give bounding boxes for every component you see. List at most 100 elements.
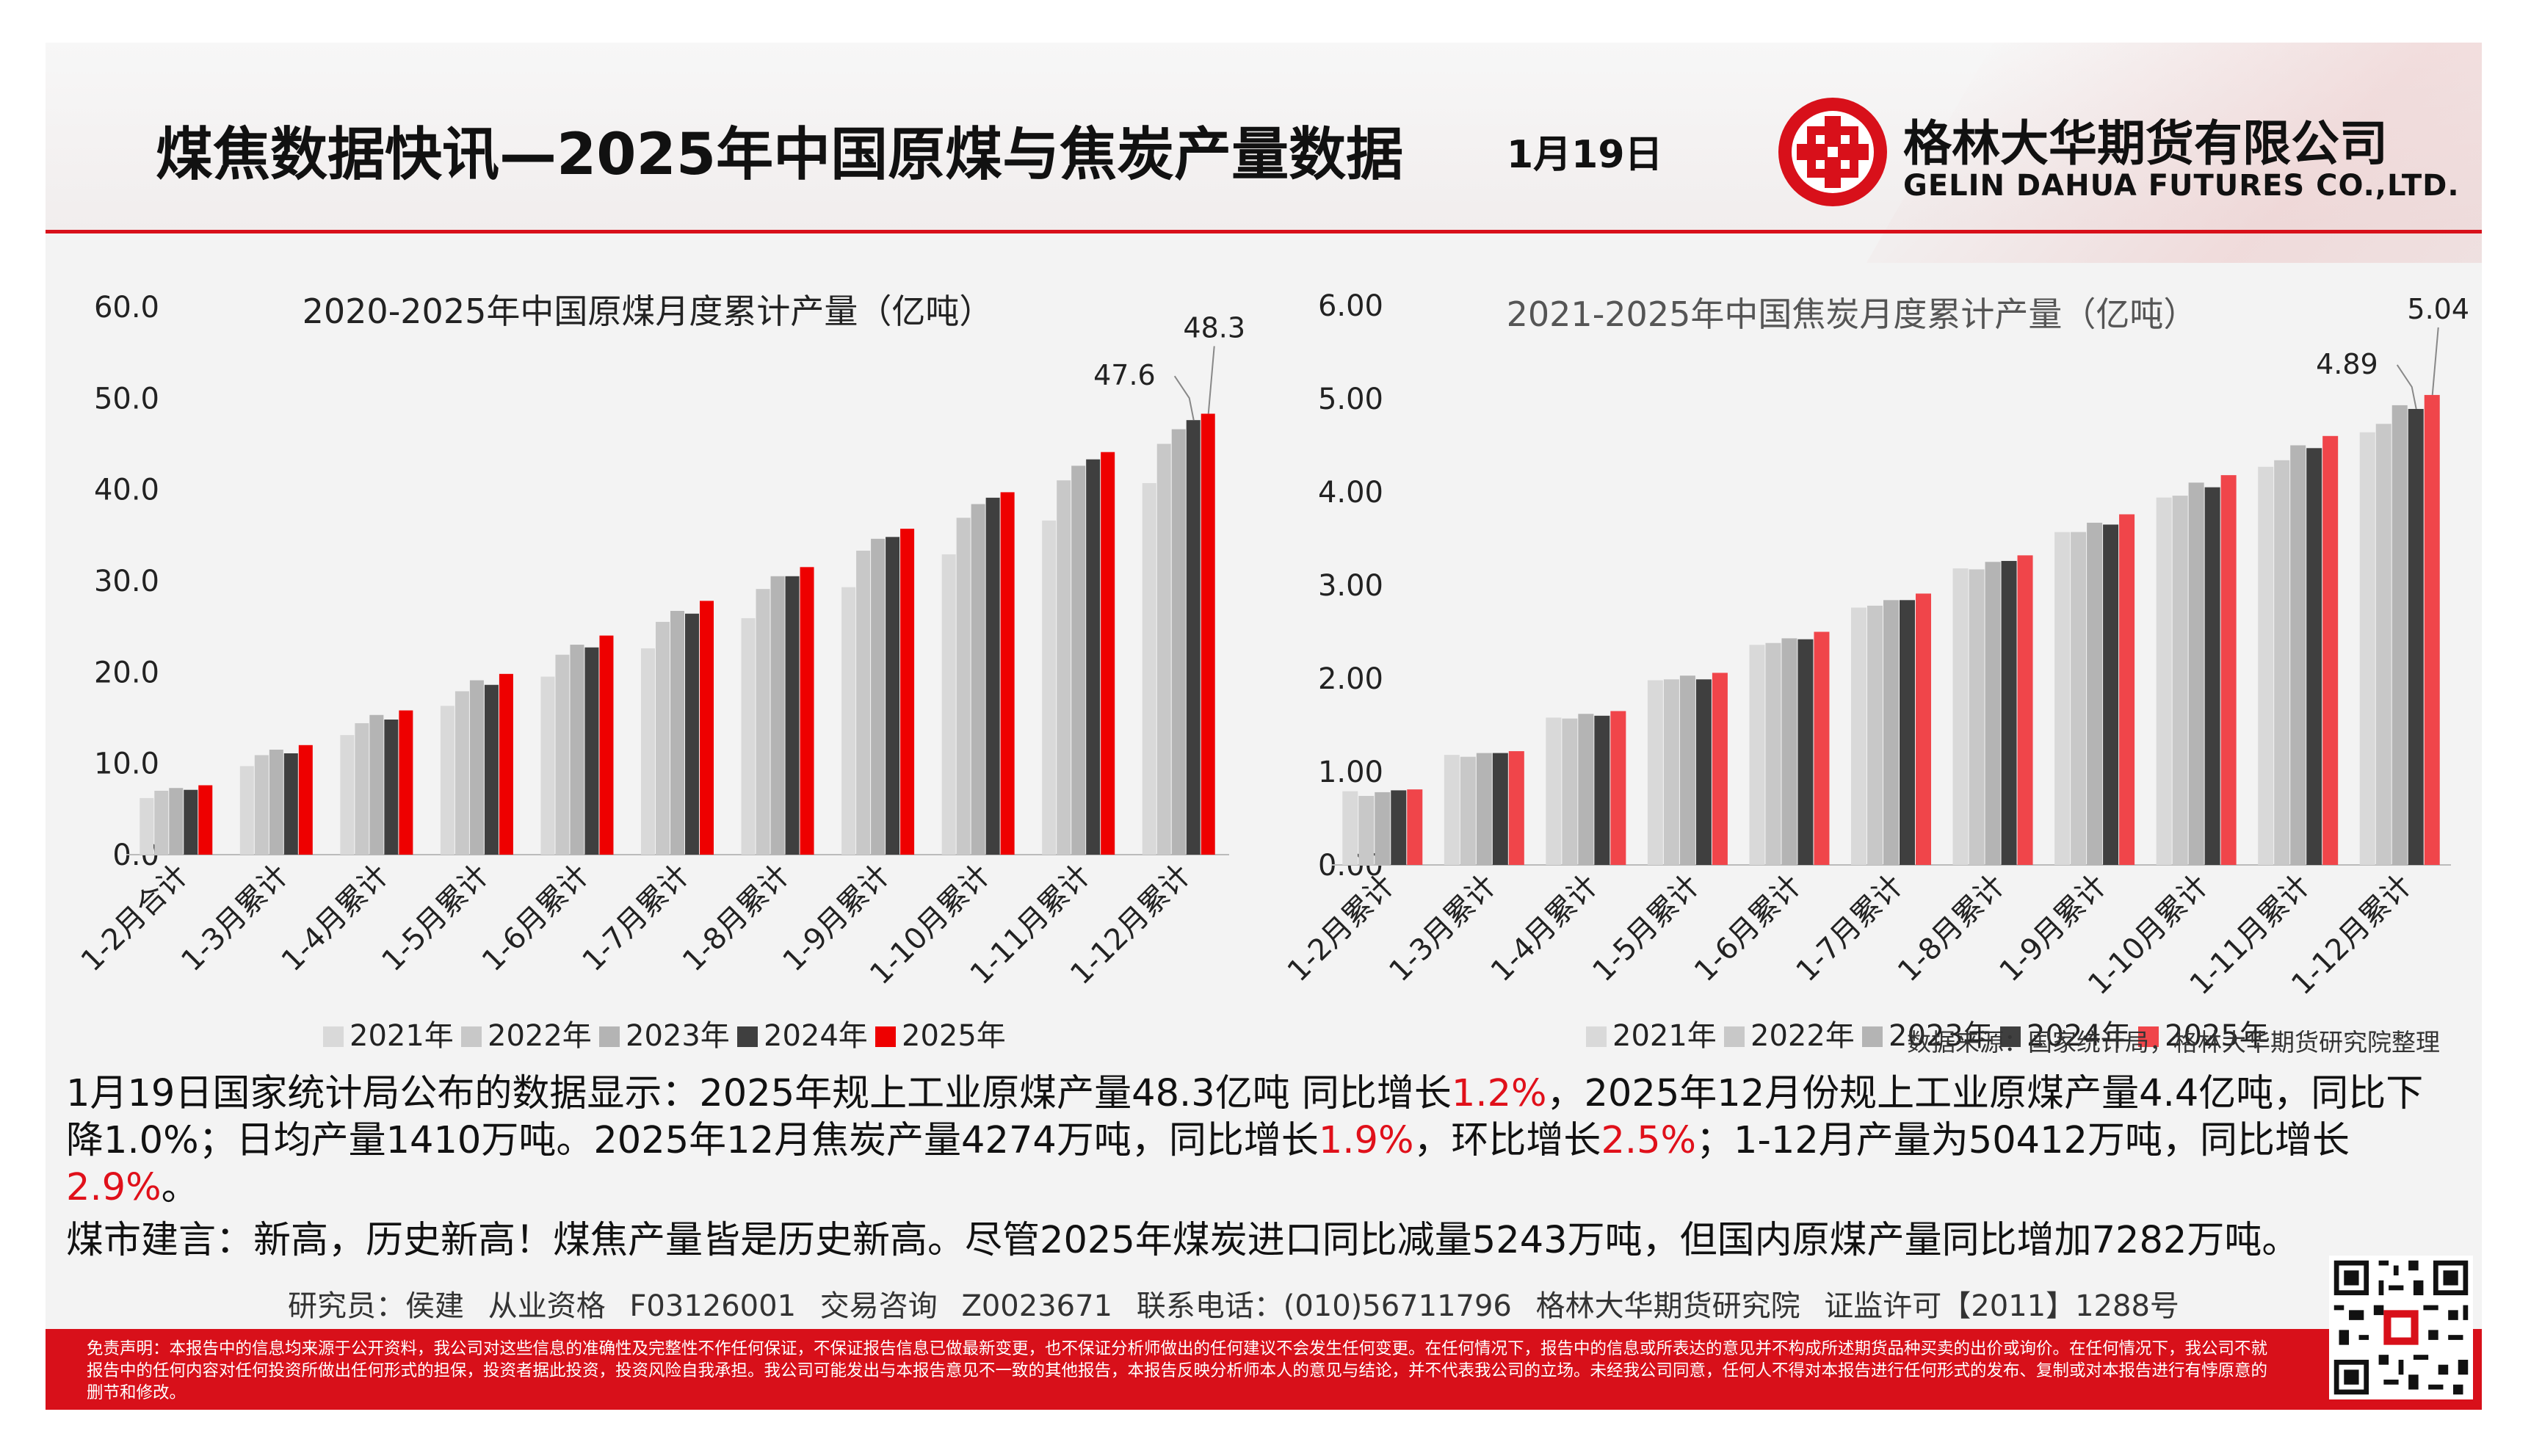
report-date: 1月19日 [1507, 133, 1663, 177]
x-tick-label: 1-4月累计 [1485, 869, 1605, 989]
bar-2025年 [298, 745, 313, 855]
bar-2025年 [1000, 492, 1015, 855]
bar-2025年 [2220, 475, 2237, 865]
legend-swatch [599, 1026, 620, 1047]
bar-2025年 [2424, 394, 2440, 865]
bar-2023年 [169, 788, 184, 855]
bar-2022年 [1460, 756, 1476, 865]
legend-label: 2024年 [2027, 1019, 2131, 1053]
bar-2023年 [1375, 792, 1391, 865]
y-tick-label: 20.0 [94, 656, 159, 689]
bar-2024年 [1594, 715, 1610, 865]
coke-yoy-rate: 1.9% [1318, 1119, 1414, 1162]
bar-2022年 [1765, 642, 1781, 865]
bar-2024年 [1492, 753, 1508, 865]
bar-2021年 [2359, 432, 2375, 865]
bar-2025年 [1508, 751, 1524, 865]
qr-code-icon [2329, 1256, 2473, 1399]
bar-2021年 [1444, 755, 1460, 865]
bar-2023年 [1679, 676, 1695, 865]
y-tick-label: 40.0 [94, 474, 159, 507]
x-tick-label: 1-8月累计 [676, 858, 797, 979]
legend-swatch [2138, 1026, 2159, 1047]
bar-2021年 [641, 648, 655, 855]
y-tick-label: 1.00 [1318, 756, 1383, 789]
summary-text-1: 1月19日国家统计局公布的数据显示：2025年规上工业原煤产量48.3亿吨 同比… [66, 1072, 1452, 1115]
bar-2023年 [2290, 445, 2306, 865]
y-tick-label: 10.0 [94, 747, 159, 781]
bar-2021年 [741, 617, 756, 855]
bar-2023年 [1171, 429, 1186, 855]
data-label: 48.3 [1183, 311, 1245, 344]
legend-label: 2021年 [1612, 1019, 1717, 1053]
bar-2021年 [1749, 645, 1765, 865]
legend-label: 2025年 [902, 1019, 1006, 1053]
bar-2023年 [2087, 522, 2103, 865]
bar-2025年 [1712, 673, 1728, 865]
bar-2021年 [1142, 482, 1156, 855]
bar-2021年 [340, 735, 355, 855]
data-label-leader [2396, 364, 2417, 410]
data-label-leader [1207, 346, 1215, 414]
bar-2022年 [154, 790, 169, 855]
data-label-leader [1173, 375, 1195, 421]
bar-2024年 [985, 497, 1000, 855]
legend-label: 2022年 [1750, 1019, 1855, 1053]
bar-2022年 [1156, 443, 1171, 855]
bar-2021年 [140, 797, 154, 855]
y-tick-label: 50.0 [94, 382, 159, 416]
bar-2022年 [656, 621, 670, 855]
bar-2023年 [1071, 466, 1086, 855]
bar-2023年 [1578, 714, 1594, 865]
legend-label: 2023年 [1889, 1019, 1993, 1053]
bar-2022年 [956, 518, 971, 855]
bar-2025年 [900, 529, 915, 855]
bar-2024年 [886, 537, 900, 855]
bar-2022年 [254, 755, 269, 855]
bar-2022年 [2071, 532, 2087, 865]
bar-2024年 [1086, 459, 1101, 855]
bar-2024年 [2204, 487, 2220, 865]
bar-2025年 [198, 785, 213, 855]
bar-2025年 [2119, 514, 2135, 865]
company-name-cn: 格林大华期货有限公司 [1903, 115, 2388, 172]
bar-2025年 [599, 635, 614, 855]
bar-2021年 [1647, 680, 1663, 865]
x-tick-label: 1-3月累计 [175, 858, 295, 979]
bar-2025年 [1407, 789, 1423, 865]
bar-2025年 [1201, 413, 1215, 855]
bar-2021年 [540, 676, 555, 855]
bar-2023年 [2188, 482, 2204, 865]
bar-2023年 [971, 504, 985, 855]
bar-2023年 [1985, 562, 2001, 865]
legend-label: 2025年 [2165, 1019, 2269, 1053]
bar-2022年 [1057, 480, 1071, 855]
legend-swatch [1862, 1026, 1883, 1047]
bar-2024年 [584, 647, 599, 855]
bar-2025年 [800, 567, 814, 855]
summary-text-5: 。 [161, 1166, 199, 1209]
bar-2022年 [1867, 605, 1883, 865]
x-tick-label: 1-7月累计 [576, 858, 696, 979]
x-tick-label: 1-6月累计 [476, 858, 596, 979]
bar-2022年 [856, 550, 871, 855]
bar-2021年 [1042, 520, 1057, 855]
header-divider [46, 230, 2482, 233]
legend-swatch [461, 1026, 482, 1047]
bar-2021年 [941, 554, 956, 855]
company-name-en: GELIN DAHUA FUTURES CO.,LTD. [1903, 169, 2460, 203]
bar-2024年 [184, 789, 198, 855]
bar-2022年 [1663, 679, 1679, 865]
legend-swatch [875, 1026, 896, 1047]
bar-2022年 [1562, 718, 1578, 865]
summary-paragraph: 1月19日国家统计局公布的数据显示：2025年规上工业原煤产量48.3亿吨 同比… [66, 1071, 2460, 1211]
x-tick-label: 1-8月累计 [1891, 869, 2012, 989]
chart-title: 2021-2025年中国焦炭月度累计产量（亿吨） [1507, 294, 2198, 334]
bar-2024年 [484, 684, 499, 855]
summary-text-2: ，2025年12月份规上工业原煤产量4.4亿吨，同比下降1.0%；日均产量141… [66, 1072, 2424, 1162]
coke-output-chart: 2021-2025年中国焦炭月度累计产量（亿吨）0.001.002.003.00… [1281, 289, 2469, 1053]
bar-2022年 [756, 589, 770, 855]
bar-2023年 [2391, 405, 2408, 865]
analyst-info: 研究员：侯建 从业资格 F03126001 交易咨询 Z0023671 联系电话… [288, 1289, 2179, 1323]
bar-2024年 [685, 613, 699, 855]
